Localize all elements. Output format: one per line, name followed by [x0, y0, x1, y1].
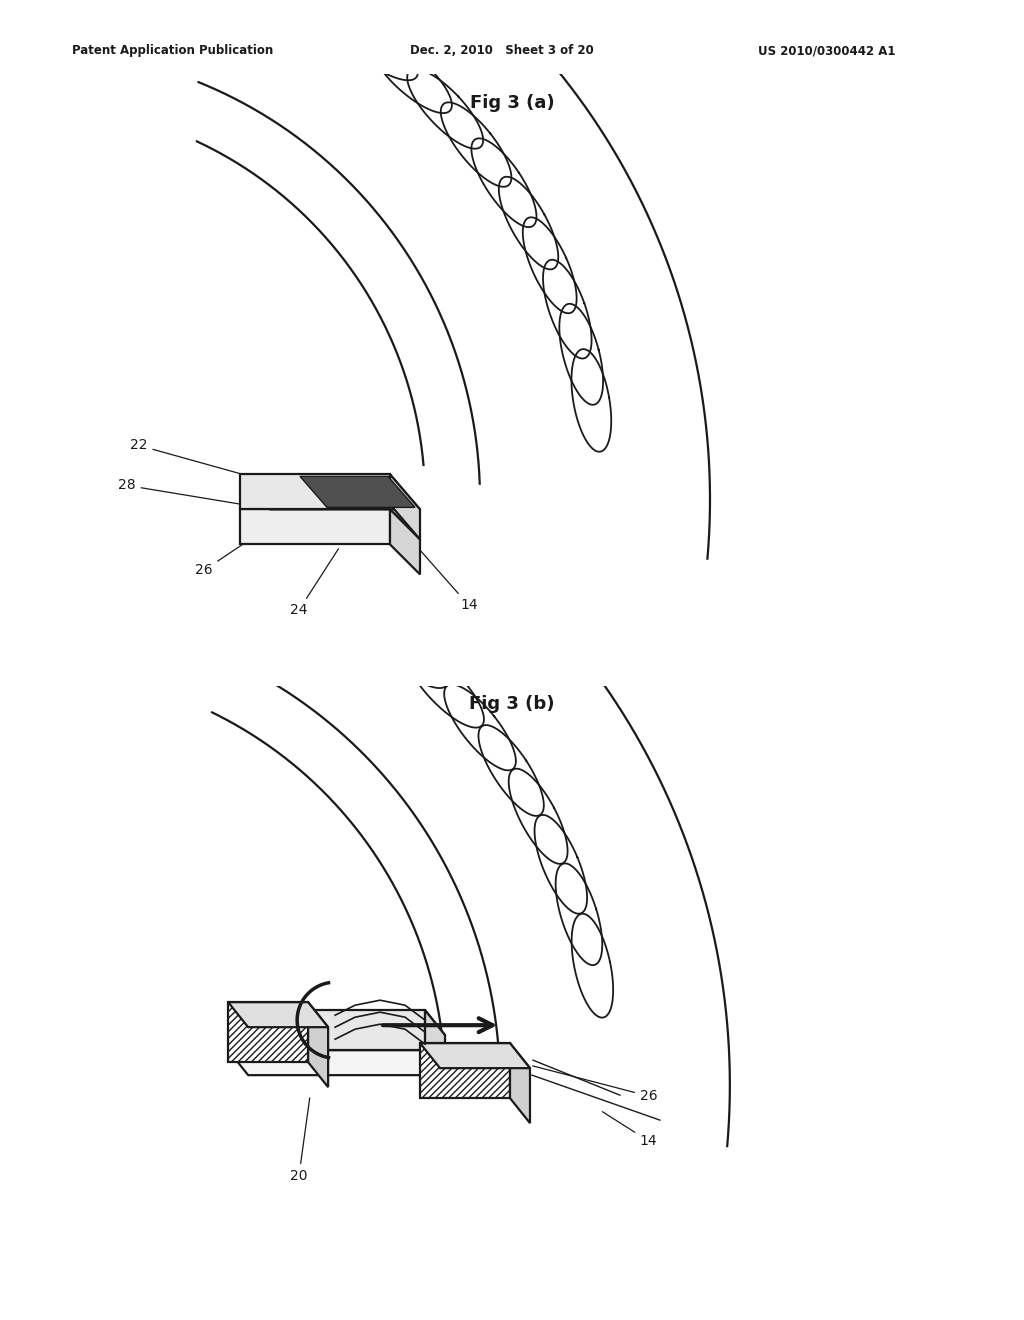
Polygon shape [240, 510, 420, 540]
Polygon shape [300, 477, 415, 507]
Polygon shape [240, 474, 390, 510]
Polygon shape [390, 474, 420, 540]
Text: 14: 14 [602, 1111, 657, 1148]
Bar [228, 1002, 308, 1063]
Text: Fig 3 (a): Fig 3 (a) [470, 95, 554, 112]
Text: US 2010/0300442 A1: US 2010/0300442 A1 [758, 45, 895, 57]
Polygon shape [308, 1002, 328, 1088]
Text: Dec. 2, 2010   Sheet 3 of 20: Dec. 2, 2010 Sheet 3 of 20 [410, 45, 593, 57]
Text: 14: 14 [417, 546, 477, 612]
Text: 28: 28 [118, 478, 240, 504]
Polygon shape [228, 1051, 530, 1076]
Bar [420, 1043, 510, 1098]
Text: 20: 20 [290, 1098, 309, 1183]
Polygon shape [240, 510, 390, 544]
Text: Patent Application Publication: Patent Application Publication [72, 45, 273, 57]
Polygon shape [425, 1010, 445, 1076]
Polygon shape [228, 1002, 328, 1027]
Polygon shape [390, 510, 420, 574]
Text: 26: 26 [195, 531, 263, 577]
Text: 26: 26 [532, 1065, 657, 1104]
Polygon shape [510, 1043, 530, 1123]
Polygon shape [240, 474, 420, 510]
Text: Fig 3 (b): Fig 3 (b) [469, 696, 555, 713]
Text: 22: 22 [130, 438, 248, 475]
Polygon shape [310, 1010, 445, 1035]
Text: 24: 24 [290, 549, 339, 618]
Polygon shape [420, 1043, 530, 1068]
Polygon shape [310, 1010, 425, 1051]
